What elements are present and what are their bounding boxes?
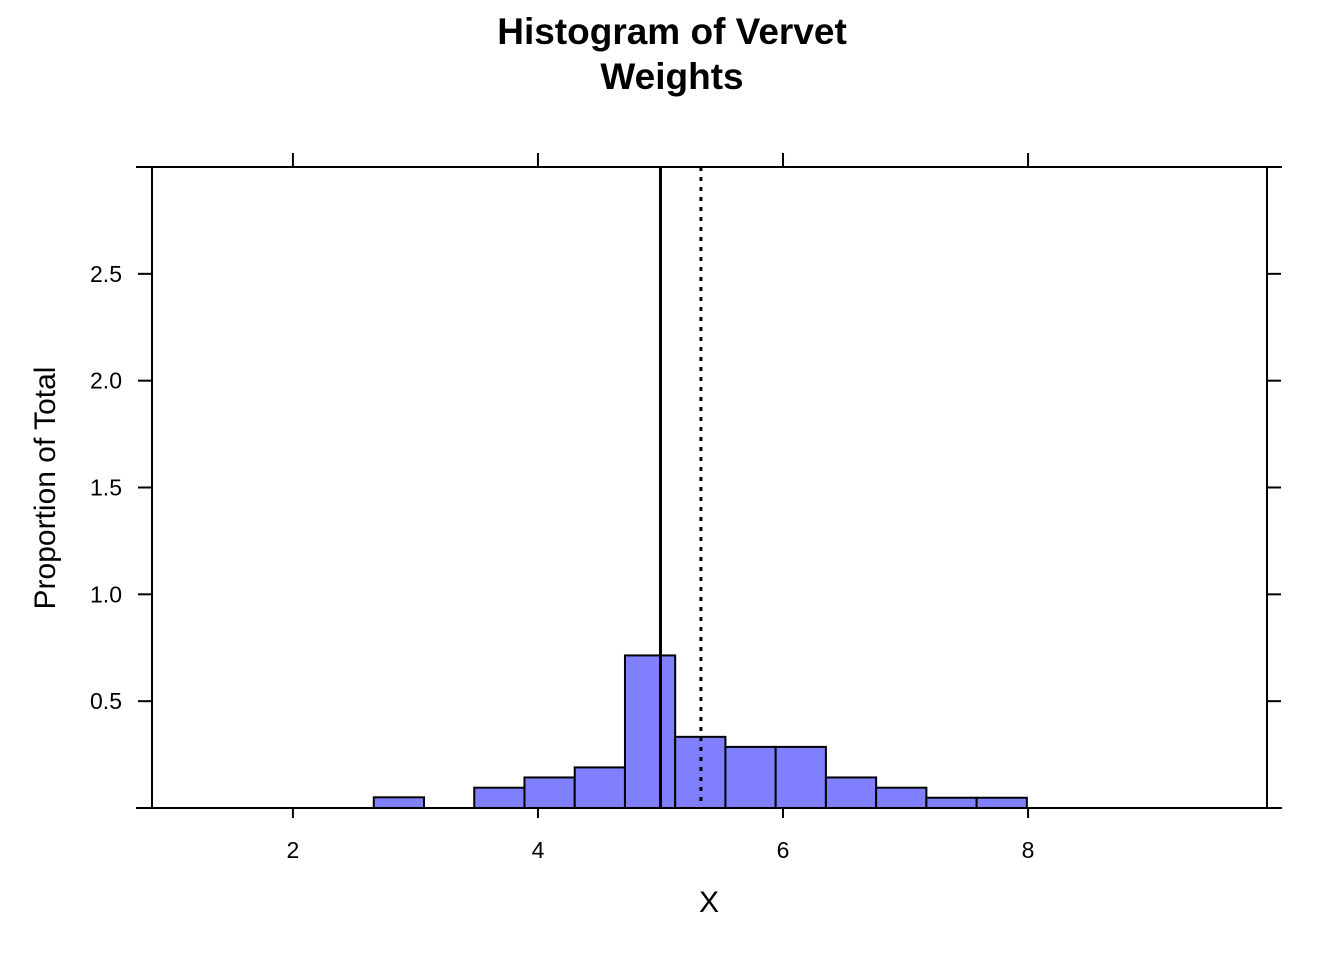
y-axis-label: Proportion of Total	[29, 367, 62, 610]
y-tick-label-2: 1.5	[90, 475, 122, 501]
histogram-bar-8	[573, 766, 626, 809]
histogram-bar-11	[724, 745, 777, 810]
y-tick-label-0: 0.5	[90, 688, 122, 714]
x-axis-ticks: 2 4 6 8	[287, 153, 1035, 863]
x-tick-label-3: 8	[1022, 837, 1035, 863]
reference-lines	[658, 167, 703, 808]
y-tick-label-3: 2.0	[90, 368, 122, 394]
x-tick-label-1: 4	[532, 837, 545, 863]
histogram-bar-15	[925, 796, 978, 810]
x-axis-label: X	[699, 886, 719, 919]
histogram-bar-9	[623, 654, 677, 810]
chart-title-line-2: Weights	[600, 56, 743, 97]
histogram-bar-12	[774, 745, 827, 810]
y-tick-label-1: 1.0	[90, 581, 122, 607]
x-tick-label-0: 2	[287, 837, 300, 863]
histogram-bar-13	[824, 776, 878, 810]
y-tick-label-4: 2.5	[90, 261, 122, 287]
histogram-bar-4	[372, 796, 426, 809]
histogram-bar-16	[975, 796, 1028, 810]
histogram-bar-7	[523, 776, 576, 810]
chart-title-line-1: Histogram of Vervet	[497, 11, 847, 52]
histogram-bar-6	[473, 786, 526, 809]
histogram-bars	[372, 654, 1028, 810]
histogram-bar-14	[875, 786, 928, 809]
plot-frame	[151, 166, 1268, 809]
x-tick-label-2: 6	[777, 837, 790, 863]
y-axis-ticks: 0.5 1.0 1.5 2.0 2.5	[90, 261, 1281, 714]
